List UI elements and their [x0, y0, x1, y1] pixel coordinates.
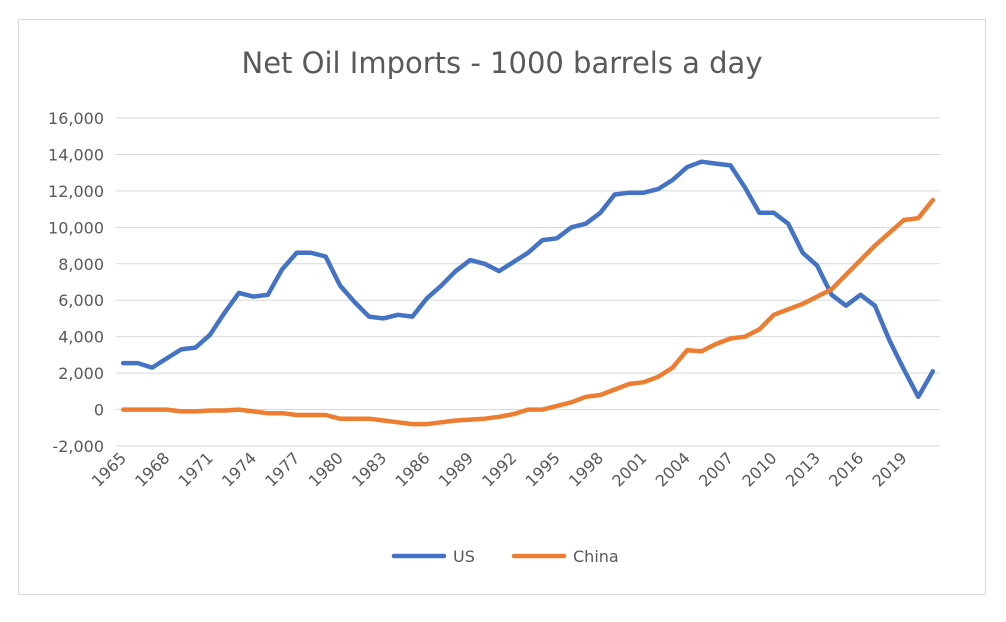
x-tick-label: 1986 — [391, 448, 433, 490]
series-line-us — [120, 159, 936, 400]
legend: US China — [391, 547, 619, 566]
chart-title: Net Oil Imports - 1000 barrels a day — [242, 46, 763, 80]
x-tick-label: 1998 — [565, 448, 607, 490]
y-tick-label: 2,000 — [58, 364, 104, 383]
x-tick-label: 2001 — [608, 448, 650, 490]
x-tick-label: 1968 — [131, 448, 173, 490]
x-tick-label: 1980 — [305, 448, 347, 490]
y-tick-label: 16,000 — [48, 109, 104, 128]
series-line-china — [120, 197, 936, 427]
legend-label-us: US — [453, 547, 475, 566]
y-tick-label: 12,000 — [48, 182, 104, 201]
y-axis-ticks: 16,000 14,000 12,000 10,000 8,000 6,000 4,000 2… — [48, 109, 104, 456]
x-tick-label: 2013 — [782, 448, 824, 490]
y-tick-label: 6,000 — [58, 291, 104, 310]
x-tick-label: 1974 — [218, 448, 260, 490]
x-tick-label: 1977 — [261, 448, 303, 490]
x-tick-label: 2016 — [825, 448, 867, 490]
x-axis-ticks: 1965 1968 1971 1974 1977 1980 1983 1986 1989 1992… — [88, 448, 911, 490]
legend-label-china: China — [573, 547, 619, 566]
series-lines — [120, 159, 936, 427]
chart-frame — [18, 19, 986, 595]
x-tick-label: 1995 — [522, 448, 564, 490]
x-tick-label: 2010 — [738, 448, 780, 490]
y-tick-label: 4,000 — [58, 328, 104, 347]
x-tick-label: 2004 — [652, 448, 694, 490]
y-tick-label: -2,000 — [52, 437, 104, 456]
y-tick-label: 14,000 — [48, 145, 104, 164]
gridlines — [116, 117, 940, 447]
y-tick-label: 0 — [94, 401, 104, 420]
y-tick-label: 8,000 — [58, 255, 104, 274]
x-tick-label: 1983 — [348, 448, 390, 490]
x-tick-label: 2007 — [695, 448, 737, 490]
x-tick-label: 2019 — [868, 448, 910, 490]
x-tick-label: 1971 — [175, 448, 217, 490]
y-tick-label: 10,000 — [48, 218, 104, 237]
x-tick-label: 1992 — [478, 448, 520, 490]
x-tick-label: 1989 — [435, 448, 477, 490]
